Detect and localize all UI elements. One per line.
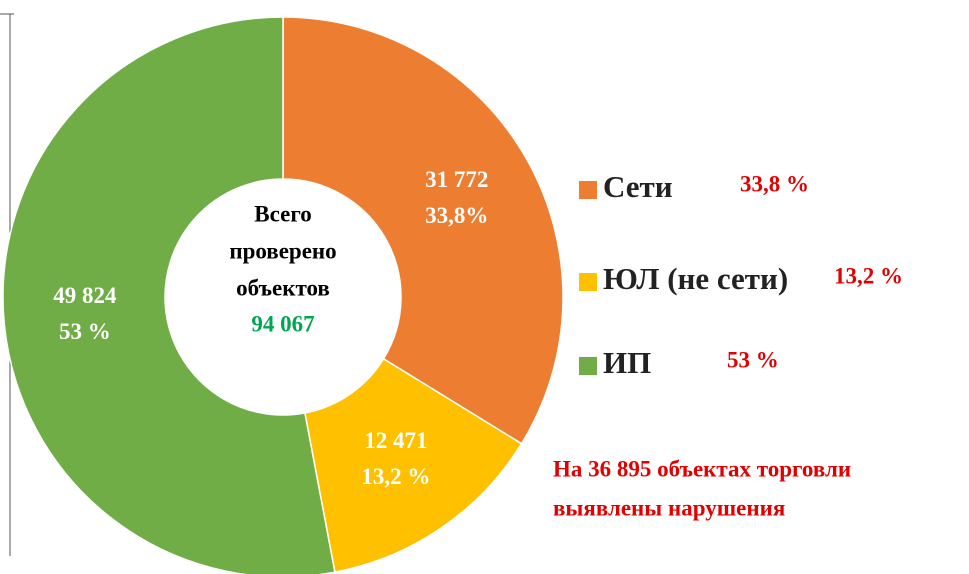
legend-percent: 33,8 % [740,171,809,196]
percent-label: 13,2 % [361,464,430,489]
value-label: 49 824 [53,283,117,308]
legend-percent: 53 % [727,347,779,372]
annotation: выявлены нарушения [553,495,785,520]
center-title: объектов [236,275,330,300]
legend-percent: 13,2 % [834,263,903,288]
value-label: 12 471 [364,428,427,453]
legend-swatch [579,181,597,199]
value-label: 31 772 [425,167,488,192]
legend-swatch [579,357,597,375]
donut-segment [282,16,564,445]
legend-label: ЮЛ (не сети) [603,261,788,296]
percent-label: 33,8% [425,203,488,228]
donut-segment [2,16,336,574]
center-total: 94 067 [251,311,314,336]
legend-swatch [579,273,597,291]
legend-label: Сети [603,169,673,204]
center-title: Всего [254,201,311,226]
center-title: проверено [229,238,336,263]
legend-label: ИП [603,345,651,380]
percent-label: 53 % [59,319,111,344]
annotation: На 36 895 объектах торговли [553,456,851,481]
donut-segment [303,357,523,574]
